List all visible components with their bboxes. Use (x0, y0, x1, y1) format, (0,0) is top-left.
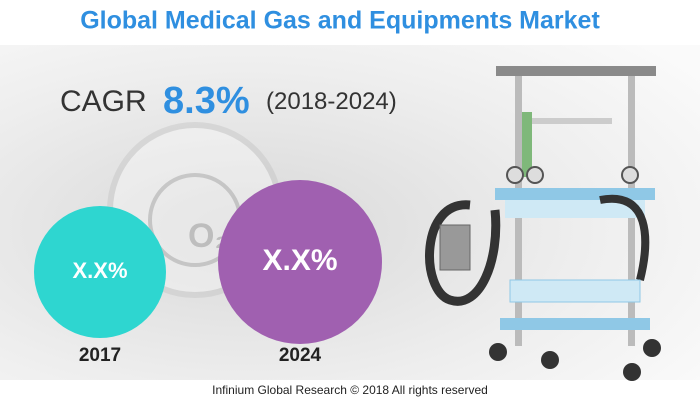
footer: Infinium Global Research © 2018 All righ… (212, 383, 488, 397)
cagr-label: CAGR (60, 85, 147, 118)
cagr-line: CAGR 8.3% (2018-2024) (60, 80, 397, 122)
year-label: 2017 (79, 345, 121, 366)
cagr-period: (2018-2024) (266, 88, 397, 115)
circle-value: X.X% (72, 258, 127, 283)
circle-2024 (218, 180, 382, 344)
circle-2017 (34, 206, 166, 338)
year-label: 2024 (279, 345, 322, 366)
circle-value: X.X% (262, 244, 337, 277)
anesthesia-machine (425, 66, 661, 381)
cagr-value: 8.3% (163, 80, 250, 122)
title: Global Medical Gas and Equipments Market (80, 7, 600, 35)
